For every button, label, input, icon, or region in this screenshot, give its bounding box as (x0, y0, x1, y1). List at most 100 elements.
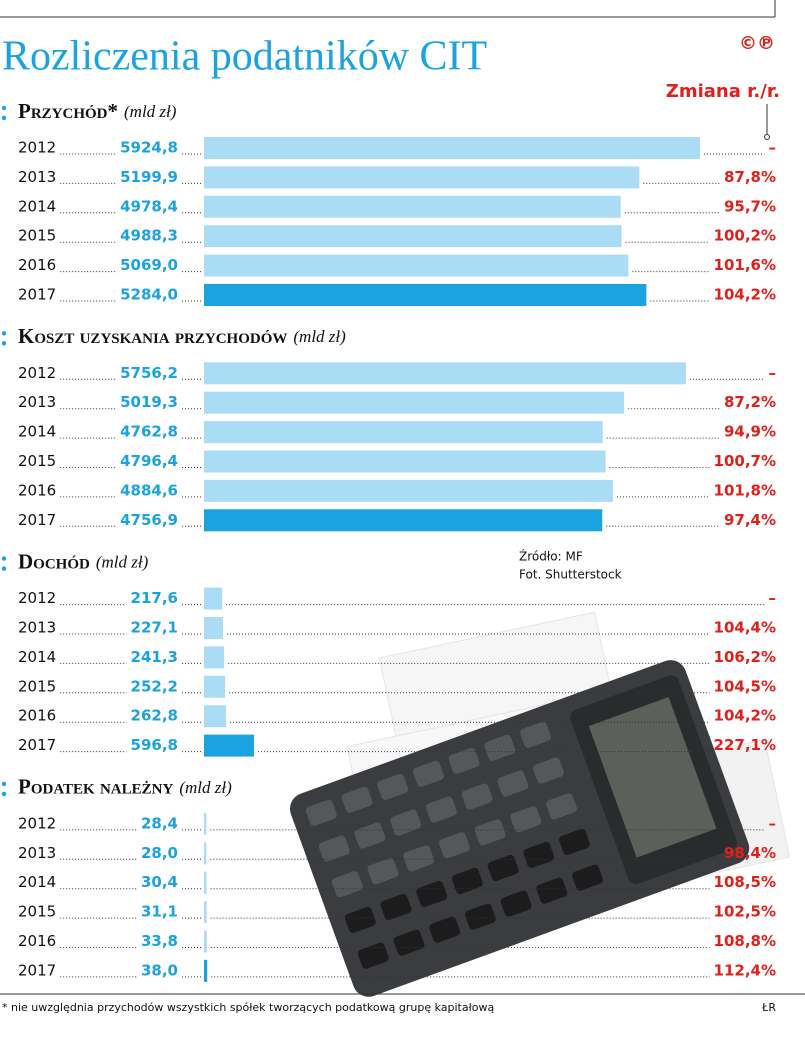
value-label: 262,8 (131, 707, 178, 725)
value-label: 4756,9 (120, 511, 178, 529)
bullet (1, 781, 7, 787)
change-label: 104,5% (714, 677, 776, 695)
year-label: 2012 (18, 814, 56, 832)
logo: ©℗ (739, 33, 775, 54)
bar (204, 225, 622, 248)
year-label: 2013 (18, 619, 56, 637)
author: ŁR (761, 1001, 776, 1014)
calculator-key (429, 916, 461, 943)
bar (204, 254, 629, 277)
calculator-key (474, 819, 506, 846)
year-label: 2012 (18, 139, 56, 157)
bar (204, 646, 225, 669)
value-label: 38,0 (141, 961, 178, 979)
calculator-key (484, 734, 516, 761)
bar (204, 479, 613, 502)
value-label: 252,2 (131, 677, 178, 695)
pointer (764, 134, 770, 140)
change-label: 101,6% (714, 256, 776, 274)
panel-title: Przychód* (18, 99, 118, 123)
change-label: 104,4% (714, 619, 776, 637)
value-label: 5069,0 (120, 256, 178, 274)
bullet (1, 556, 7, 561)
calculator-key (487, 854, 519, 882)
change-label: – (769, 364, 777, 382)
year-label: 2015 (18, 903, 56, 921)
calculator-key (354, 822, 386, 849)
value-label: 4884,6 (120, 481, 178, 499)
value-label: 5756,2 (120, 364, 178, 382)
calculator-key (448, 747, 480, 774)
calculator-key (380, 893, 412, 921)
value-label: 5199,9 (120, 168, 178, 186)
change-label: 100,2% (714, 227, 776, 245)
calculator-key (523, 841, 555, 869)
year-label: 2014 (18, 873, 56, 891)
value-label: 28,0 (141, 844, 178, 862)
change-label: 102,5% (714, 903, 776, 921)
bar (204, 959, 208, 982)
calculator-key (318, 835, 350, 862)
panel-unit: (mld zł) (179, 778, 232, 797)
value-label: 28,4 (141, 814, 178, 832)
panel-title: Koszt uzyskania przychodów (18, 324, 287, 348)
calculator-key (344, 906, 376, 934)
value-label: 5924,8 (120, 139, 178, 157)
calculator-key (497, 770, 529, 797)
bar (204, 195, 621, 218)
bar (204, 842, 207, 865)
calculator-key (533, 757, 564, 784)
calculator-key (536, 877, 568, 904)
bar (204, 812, 207, 835)
bullet (1, 566, 7, 571)
value-label: 5284,0 (120, 286, 178, 304)
change-label: 108,5% (714, 873, 776, 891)
year-label: 2017 (18, 286, 56, 304)
panel-unit: (mld zł) (293, 327, 346, 346)
title: Rozliczenia podatników CIT (2, 34, 487, 80)
year-label: 2016 (18, 707, 56, 725)
calculator-key (500, 890, 532, 917)
bar (204, 166, 640, 189)
year-label: 2013 (18, 168, 56, 186)
calculator-key (341, 786, 373, 813)
bar (204, 617, 224, 639)
change-label: 101,8% (714, 481, 776, 499)
source: Źródło: MF (519, 549, 583, 564)
change-label: 95,7% (724, 197, 776, 215)
value-label: 227,1 (131, 619, 178, 637)
calculator-key (461, 783, 493, 810)
value-label: 596,8 (131, 736, 178, 754)
year-label: 2014 (18, 423, 56, 441)
bullet (1, 331, 7, 336)
year-label: 2015 (18, 677, 56, 695)
year-label: 2016 (18, 256, 56, 274)
bullet (1, 341, 7, 346)
change-label: 87,8% (724, 168, 776, 186)
year-label: 2012 (18, 589, 56, 607)
change-label: 112,4% (714, 961, 776, 979)
photo-credit: Fot. Shutterstock (519, 568, 622, 582)
year-label: 2013 (18, 844, 56, 862)
value-label: 4762,8 (120, 423, 178, 441)
change-label: – (769, 589, 777, 607)
year-label: 2013 (18, 393, 56, 411)
bar (204, 509, 603, 532)
year-label: 2017 (18, 961, 56, 979)
calculator-key (416, 880, 448, 908)
calculator-key (438, 832, 470, 859)
change-label: 106,2% (714, 648, 776, 666)
bar (204, 675, 226, 698)
value-label: 241,3 (131, 648, 178, 666)
bar (204, 391, 625, 414)
bullet (1, 791, 7, 797)
calculator-key (305, 799, 337, 826)
year-label: 2017 (18, 511, 56, 529)
calculator-key (510, 806, 542, 833)
footnote: * nie uwzględnia przychodów wszystkich s… (2, 1001, 494, 1014)
bar (204, 450, 606, 473)
calculator-key (390, 809, 422, 836)
bullet (1, 105, 7, 111)
year-label: 2016 (18, 481, 56, 499)
bar (204, 362, 686, 385)
